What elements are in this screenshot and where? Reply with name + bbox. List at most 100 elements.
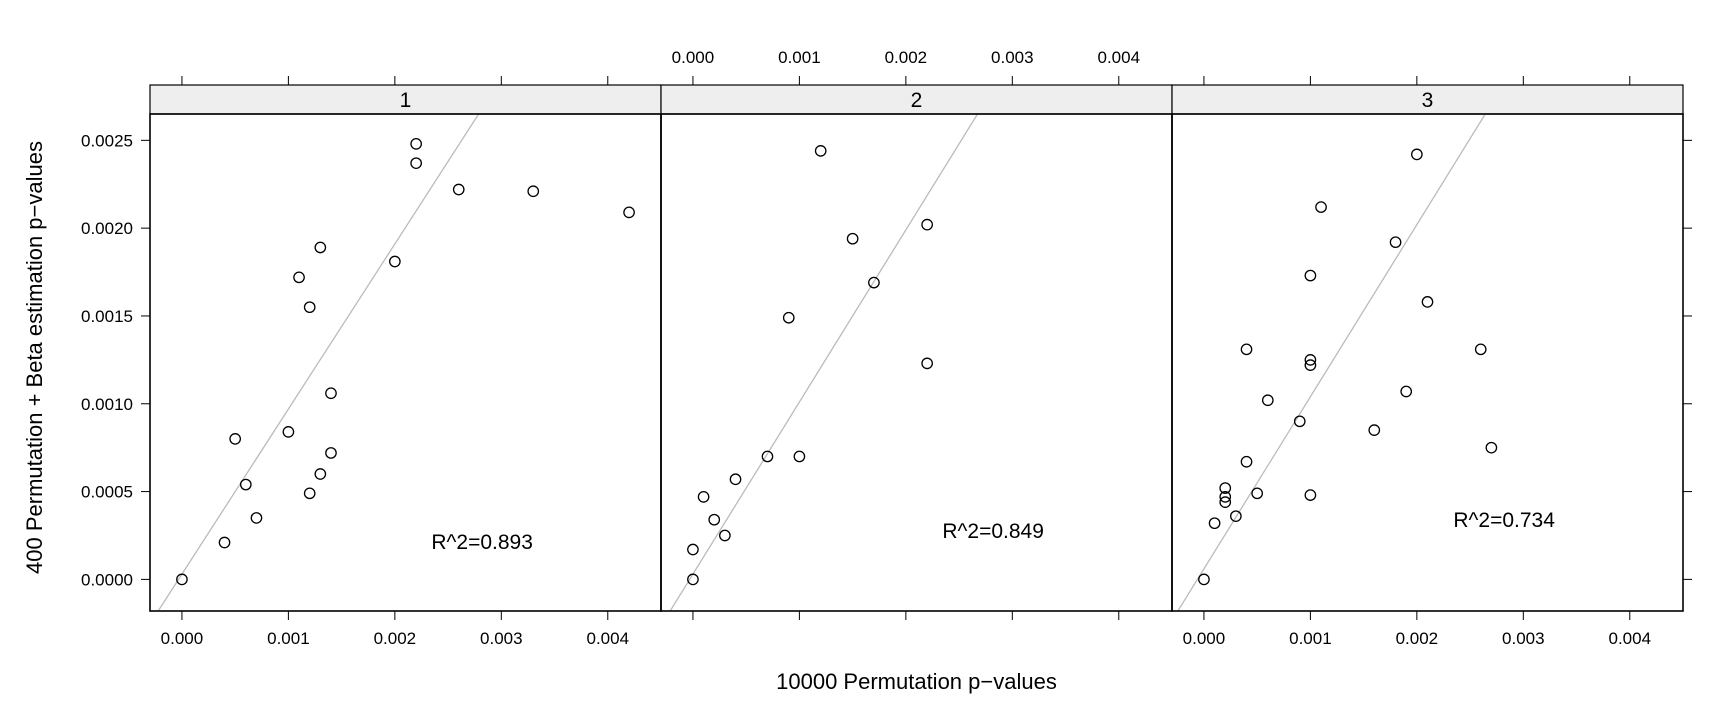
data-point [176,573,188,586]
fit-line-group [157,114,480,611]
x-tick-label-top: 0.004 [1097,48,1140,67]
x-tick-label-top: 0.003 [991,48,1034,67]
data-point [1208,517,1221,530]
data-point [729,473,742,486]
data-point [761,450,774,463]
x-tick-label: 0.002 [374,629,417,648]
data-point [452,183,465,196]
data-point [1304,354,1317,366]
data-point [1421,296,1434,308]
x-axis-title: 10000 Permutation p−values [776,669,1057,694]
y-tick-label: 0.0000 [81,570,133,589]
r-squared-label: R^2=0.734 [1453,509,1555,532]
x-tick-label-top: 0.000 [672,48,715,67]
data-point [814,145,827,157]
y-tick-label: 0.0025 [81,131,133,150]
panel-strip-label: 1 [400,89,412,112]
data-point [250,512,263,524]
x-tick-label: 0.004 [1608,629,1651,648]
data-point [314,241,327,254]
data-point [1304,269,1317,282]
fit-line [157,114,480,611]
data-point [1315,201,1327,213]
data-point [282,426,295,438]
fit-line [1177,114,1487,611]
data-point [921,357,933,370]
data-point [1293,415,1306,428]
data-point [623,206,635,219]
data-point [1261,394,1274,407]
data-point [325,447,337,459]
x-tick-label: 0.001 [1289,629,1332,648]
data-point [687,543,699,556]
data-point [868,276,880,289]
fit-line-group [1177,114,1487,611]
panel-strip-label: 3 [1422,89,1434,112]
panel-strip [149,84,662,115]
y-tick-label: 0.0005 [81,483,133,502]
panel-strip-label: 2 [911,89,923,112]
data-point [410,138,422,150]
panel-strip [1171,84,1684,115]
data-point [719,529,731,542]
x-tick-label: 0.002 [1396,629,1439,648]
panel-border [660,113,1173,612]
data-point [1474,343,1487,356]
data-point [1389,236,1402,249]
data-point [389,255,401,268]
data-point [1230,510,1242,523]
data-point [1251,487,1264,500]
data-point [325,387,337,400]
x-tick-label: 0.004 [586,629,629,648]
data-point [708,513,721,526]
x-tick-label-top: 0.001 [778,48,821,67]
data-point [1219,482,1232,494]
y-tick-label: 0.0020 [81,219,133,238]
r-squared-label: R^2=0.893 [431,531,533,554]
panel-1: 1 R^2=0.893 0.000 0.001 0.002 0.003 0.004 [149,76,662,648]
x-tick-label: 0.001 [267,629,310,648]
data-point [846,232,859,245]
data-point [782,311,795,324]
data-point [229,433,242,445]
r-squared-label: R^2=0.849 [942,520,1044,543]
panel-border [1171,113,1684,612]
data-point [687,573,699,586]
data-point [1219,496,1232,508]
data-point [1485,441,1498,454]
data-point [293,271,305,284]
data-point [1304,359,1317,371]
panel-strip [660,84,1173,115]
panel-border [149,113,662,612]
fit-line-group [669,114,979,611]
x-tick-label: 0.000 [1183,629,1226,648]
data-point [314,468,327,480]
panel-3: 3 R^2=0.734 0.000 0.001 0.002 0.003 0.004 [1171,76,1684,648]
data-point [303,301,316,314]
data-point [1304,489,1317,501]
panel-2: 2 R^2=0.849 0.000 0.001 0.002 0.003 0.004 [660,48,1173,620]
data-point [1411,148,1423,161]
y-tick-label: 0.0010 [81,395,133,414]
fit-line [669,114,979,611]
y-tick-label: 0.0015 [81,307,133,326]
x-tick-label-top: 0.002 [885,48,928,67]
x-tick-label: 0.003 [1502,629,1545,648]
data-point [1368,424,1381,436]
data-point [303,487,316,500]
data-point [1198,573,1210,586]
data-point [793,450,806,463]
y-axis-title: 400 Permutation + Beta estimation p−valu… [22,141,47,574]
data-point [1219,490,1232,503]
data-point [527,185,540,198]
data-point [697,490,710,503]
data-point [1400,385,1413,398]
data-point [921,218,933,231]
data-point [239,478,252,491]
data-point [410,157,422,170]
x-tick-label: 0.003 [480,629,523,648]
data-point [1240,343,1253,356]
data-point [218,536,231,549]
